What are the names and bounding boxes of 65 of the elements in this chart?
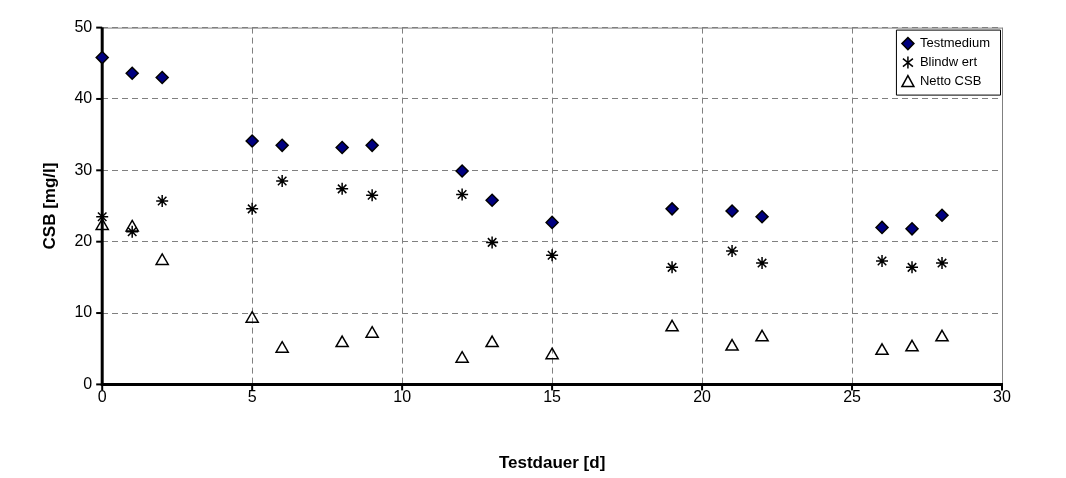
point [485,193,499,208]
y-tick-label: 0 [83,374,93,392]
point [155,70,169,85]
y-tick-label: 10 [74,303,93,321]
point [665,202,679,216]
point [905,339,919,352]
point [905,260,919,275]
point [155,253,169,266]
point [725,338,739,351]
point [245,202,259,216]
x-tick-label: 10 [393,388,412,406]
point [95,50,109,65]
point [725,244,739,258]
point [875,254,889,268]
point [665,260,679,275]
point [935,208,949,223]
point [335,182,349,196]
point [665,319,679,332]
point [875,343,889,356]
point [935,329,949,342]
point [455,350,469,363]
x-tick-label: 30 [993,388,1011,406]
point [335,335,349,348]
point [335,140,349,155]
point [125,219,139,232]
x-axis-title: Testdauer [d] [498,453,606,473]
point [905,222,919,236]
y-tick-label: 40 [74,89,93,107]
point [545,248,559,262]
legend-label: Blindw ert [919,54,978,70]
x-tick-label: 15 [543,388,562,406]
point [485,335,499,348]
point [245,134,259,148]
point [725,204,739,218]
point [485,235,499,250]
x-tick-label: 25 [843,388,862,406]
y-tick-label: 50 [74,18,93,36]
legend-label: Testmedium [919,35,990,51]
point [455,187,469,202]
x-tick-label: 5 [247,388,257,406]
point [365,138,379,153]
point [275,340,289,353]
point [125,224,139,239]
point [545,347,559,360]
y-tick-label: 20 [74,232,93,250]
y-tick-label: 30 [74,160,93,178]
point [275,174,289,188]
point [545,215,559,230]
x-tick-label: 20 [693,388,712,406]
point [365,188,379,203]
point [755,329,769,342]
point [875,220,889,235]
point [365,325,379,338]
x-tick-label: 0 [97,388,107,406]
point [935,256,949,270]
point [455,164,469,178]
point [155,194,169,208]
point [245,311,259,323]
legend-label: Netto CSB [919,73,982,89]
point [755,256,769,270]
y-axis-title: CSB [mg/l] [39,162,59,250]
point [755,209,769,224]
point [95,218,110,231]
point [275,138,289,153]
point [125,66,139,81]
